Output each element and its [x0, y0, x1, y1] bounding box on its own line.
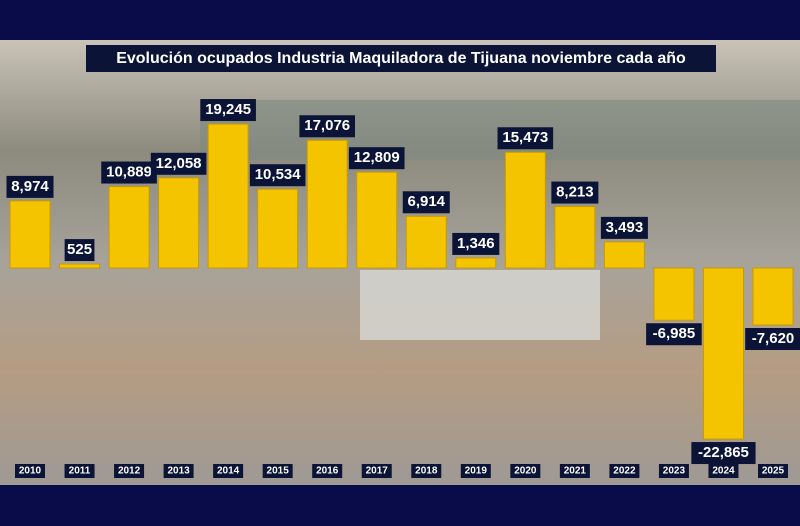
value-label-box: [600, 216, 648, 239]
x-tick-label: 2013: [167, 466, 190, 477]
bar: [554, 206, 596, 269]
value-label: -6,985: [653, 325, 696, 342]
x-tick-label: 2023: [663, 466, 686, 477]
bar: [9, 200, 51, 269]
value-label-box: [646, 323, 702, 346]
x-tick-label: 2019: [465, 466, 488, 477]
x-tick-box: [758, 464, 788, 478]
x-tick-label: 2021: [564, 466, 587, 477]
x-tick-box: [609, 464, 640, 478]
value-label: 19,245: [205, 101, 251, 118]
x-tick-box: [114, 464, 145, 478]
x-tick-box: [163, 464, 194, 478]
bar: [59, 263, 101, 269]
bar: [207, 123, 249, 269]
value-label: 10,889: [106, 164, 152, 181]
x-tick-box: [312, 464, 343, 478]
x-tick-label: 2018: [415, 466, 438, 477]
bar: [653, 267, 695, 321]
x-tick-box: [708, 464, 739, 478]
bar: [702, 267, 744, 440]
x-tick-label: 2014: [217, 466, 240, 477]
value-label-box: [452, 232, 500, 255]
x-tick-box: [658, 464, 689, 478]
x-tick-label: 2012: [118, 466, 141, 477]
bar: [455, 257, 497, 269]
value-label: 3,493: [606, 219, 644, 236]
photo-detail: [360, 270, 600, 340]
value-label-box: [249, 164, 306, 187]
value-label-box: [348, 147, 405, 170]
value-label-box: [64, 239, 95, 262]
x-tick-label: 2015: [267, 466, 290, 477]
bar: [405, 215, 447, 269]
value-label-box: [497, 127, 554, 150]
bar: [158, 177, 200, 269]
value-label-box: [101, 161, 157, 184]
x-tick-label: 2025: [762, 466, 785, 477]
value-label: 1,346: [457, 235, 495, 252]
value-label: 8,974: [11, 178, 49, 195]
x-tick-label: 2024: [712, 466, 735, 477]
bar: [108, 186, 150, 269]
x-tick-label: 2020: [514, 466, 537, 477]
value-label: 15,473: [502, 129, 548, 146]
bar: [257, 188, 299, 269]
value-label: 8,213: [556, 184, 594, 201]
chart-title: Evolución ocupados Industria Maquiladora…: [116, 50, 686, 67]
x-tick-box: [213, 464, 244, 478]
value-label-box: [299, 115, 355, 138]
value-label: -7,620: [752, 330, 795, 347]
bar: [752, 267, 794, 326]
value-label-box: [551, 181, 599, 204]
value-label: 10,534: [255, 166, 302, 183]
x-tick-box: [460, 464, 491, 478]
x-tick-label: 2011: [69, 466, 91, 477]
x-tick-label: 2017: [366, 466, 389, 477]
x-tick-box: [411, 464, 442, 478]
value-label: 12,809: [354, 149, 400, 166]
x-tick-box: [510, 464, 541, 478]
value-label: -22,865: [698, 444, 749, 461]
title-box: [86, 45, 716, 72]
bar: [306, 139, 348, 269]
x-tick-label: 2022: [613, 466, 636, 477]
x-tick-box: [262, 464, 293, 478]
value-label: 17,076: [304, 117, 350, 134]
value-label: 525: [67, 241, 92, 258]
value-label-box: [6, 175, 54, 198]
x-tick-box: [361, 464, 392, 478]
value-label-box: [150, 152, 207, 175]
x-tick-label: 2010: [19, 466, 42, 477]
value-label: 12,058: [156, 155, 202, 172]
value-label-box: [200, 99, 256, 122]
bar: [504, 151, 546, 269]
value-label-box: [745, 328, 800, 351]
x-tick-box: [15, 464, 45, 478]
value-label-box: [691, 442, 756, 465]
bar: [356, 171, 398, 269]
value-label-box: [402, 191, 450, 214]
x-tick-label: 2016: [316, 466, 339, 477]
x-tick-box: [64, 464, 95, 478]
value-label: 6,914: [407, 193, 445, 210]
x-tick-box: [559, 464, 590, 478]
bar: [603, 241, 645, 269]
